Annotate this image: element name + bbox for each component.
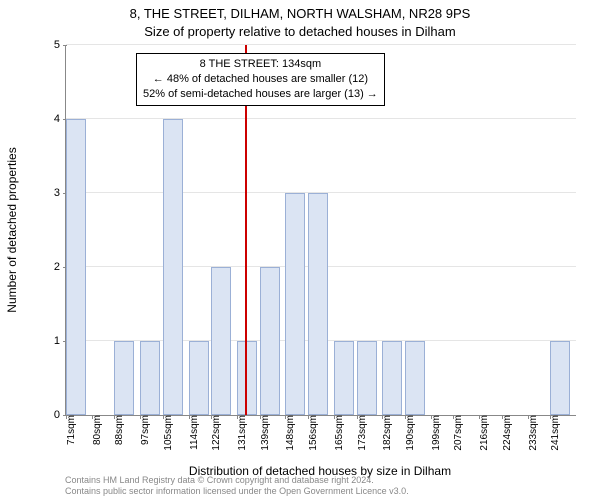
- histogram-bar: [66, 119, 86, 415]
- x-tick-label: 241sqm: [550, 415, 561, 451]
- attribution-line2: Contains public sector information licen…: [65, 486, 409, 497]
- x-tick-label: 131sqm: [237, 415, 248, 451]
- annotation-line1: 8 THE STREET: 134sqm: [143, 57, 378, 72]
- title-sub: Size of property relative to detached ho…: [0, 24, 600, 39]
- gridline: [66, 118, 576, 119]
- annotation-line2: ← 48% of detached houses are smaller (12…: [143, 72, 378, 87]
- histogram-bar: [140, 341, 160, 415]
- histogram-bar: [550, 341, 570, 415]
- gridline: [66, 44, 576, 45]
- y-tick-label: 0: [54, 409, 66, 421]
- y-tick-label: 1: [54, 335, 66, 347]
- histogram-bar: [163, 119, 183, 415]
- y-tick-label: 2: [54, 261, 66, 273]
- histogram-bar: [114, 341, 134, 415]
- histogram-bar: [334, 341, 354, 415]
- x-tick-label: 114sqm: [189, 415, 200, 450]
- x-tick-label: 105sqm: [163, 415, 174, 451]
- x-tick-label: 71sqm: [66, 415, 77, 445]
- x-tick-label: 224sqm: [502, 415, 513, 451]
- attribution: Contains HM Land Registry data © Crown c…: [65, 475, 409, 497]
- histogram-bar: [382, 341, 402, 415]
- x-tick-label: 122sqm: [211, 415, 222, 451]
- x-tick-label: 156sqm: [308, 415, 319, 451]
- y-tick-label: 4: [54, 113, 66, 125]
- x-tick-label: 88sqm: [114, 415, 125, 445]
- x-tick-label: 80sqm: [92, 415, 103, 445]
- x-tick-label: 148sqm: [285, 415, 296, 451]
- histogram-bar: [308, 193, 328, 415]
- x-tick-label: 190sqm: [405, 415, 416, 451]
- plot-area: 01234571sqm80sqm88sqm97sqm105sqm114sqm12…: [65, 45, 576, 416]
- y-axis-label: Number of detached properties: [5, 147, 19, 312]
- chart-container: 8, THE STREET, DILHAM, NORTH WALSHAM, NR…: [0, 0, 600, 500]
- x-tick-label: 165sqm: [334, 415, 345, 451]
- annotation-line3: 52% of semi-detached houses are larger (…: [143, 87, 378, 102]
- y-tick-label: 3: [54, 187, 66, 199]
- x-tick-label: 182sqm: [382, 415, 393, 451]
- x-tick-label: 139sqm: [260, 415, 271, 451]
- x-tick-label: 207sqm: [453, 415, 464, 451]
- histogram-bar: [260, 267, 280, 415]
- x-tick-label: 199sqm: [431, 415, 442, 451]
- y-tick-label: 5: [54, 39, 66, 51]
- title-main: 8, THE STREET, DILHAM, NORTH WALSHAM, NR…: [0, 6, 600, 21]
- histogram-bar: [189, 341, 209, 415]
- histogram-bar: [405, 341, 425, 415]
- histogram-bar: [211, 267, 231, 415]
- x-tick-label: 233sqm: [528, 415, 539, 451]
- histogram-bar: [357, 341, 377, 415]
- annotation-box: 8 THE STREET: 134sqm← 48% of detached ho…: [136, 53, 385, 106]
- x-tick-label: 173sqm: [357, 415, 368, 451]
- histogram-bar: [285, 193, 305, 415]
- attribution-line1: Contains HM Land Registry data © Crown c…: [65, 475, 409, 486]
- x-tick-label: 216sqm: [479, 415, 490, 451]
- x-tick-label: 97sqm: [140, 415, 151, 445]
